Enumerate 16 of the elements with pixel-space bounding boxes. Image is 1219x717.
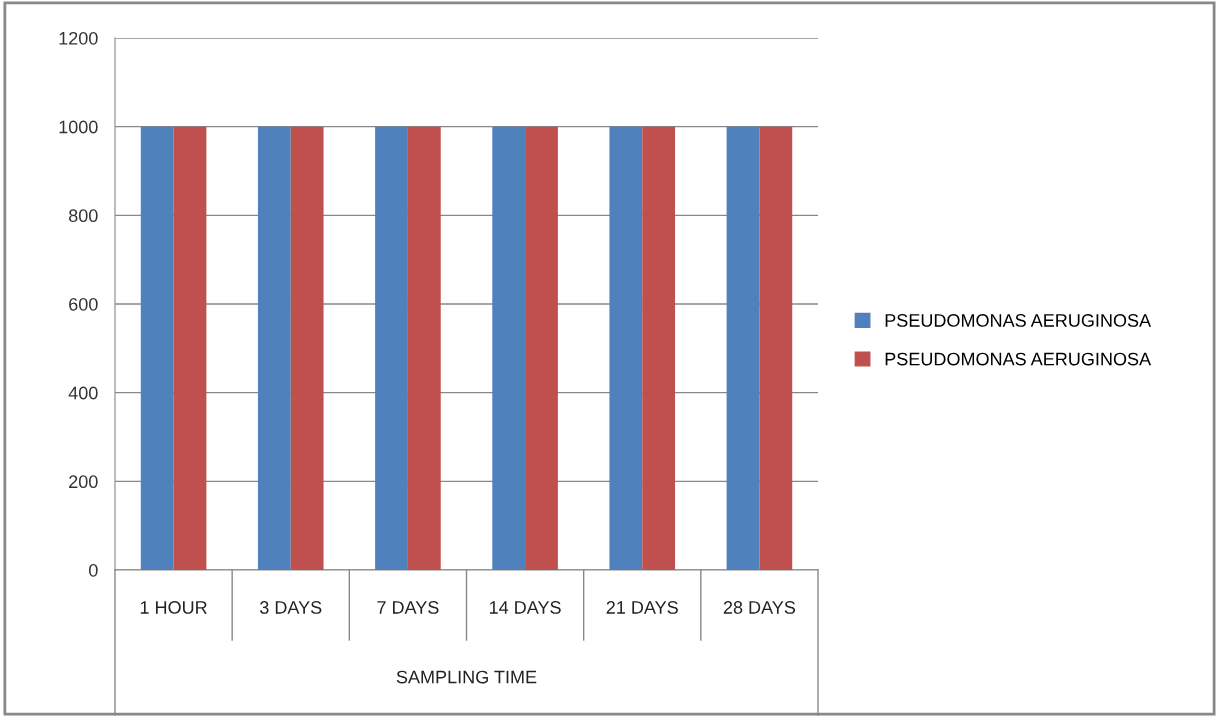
x-tick-label: 3 DAYS: [259, 601, 322, 614]
legend-label: PSEUDOMONAS AERUGINOSA: [885, 314, 1152, 327]
x-tick-label: 21 DAYS: [606, 601, 678, 614]
x-tick-label: 7 DAYS: [377, 601, 439, 614]
y-tick-label: 1000: [59, 120, 98, 134]
x-tick-label: 14 DAYS: [489, 601, 561, 614]
y-tick-label: 1200: [59, 31, 98, 45]
y-tick-label: 0: [89, 563, 98, 577]
x-tick-label: 1 HOUR: [140, 601, 207, 614]
y-tick-label: 800: [69, 209, 98, 223]
y-tick-label: 400: [68, 386, 98, 400]
y-tick-label: 200: [69, 475, 98, 489]
legend-label: PSEUDOMONAS AERUGINOSA: [885, 352, 1152, 366]
y-tick-label: 600: [69, 297, 98, 311]
x-axis-title: SAMPLING TIME: [396, 670, 537, 684]
x-tick-label: 28 DAYS: [723, 601, 796, 614]
